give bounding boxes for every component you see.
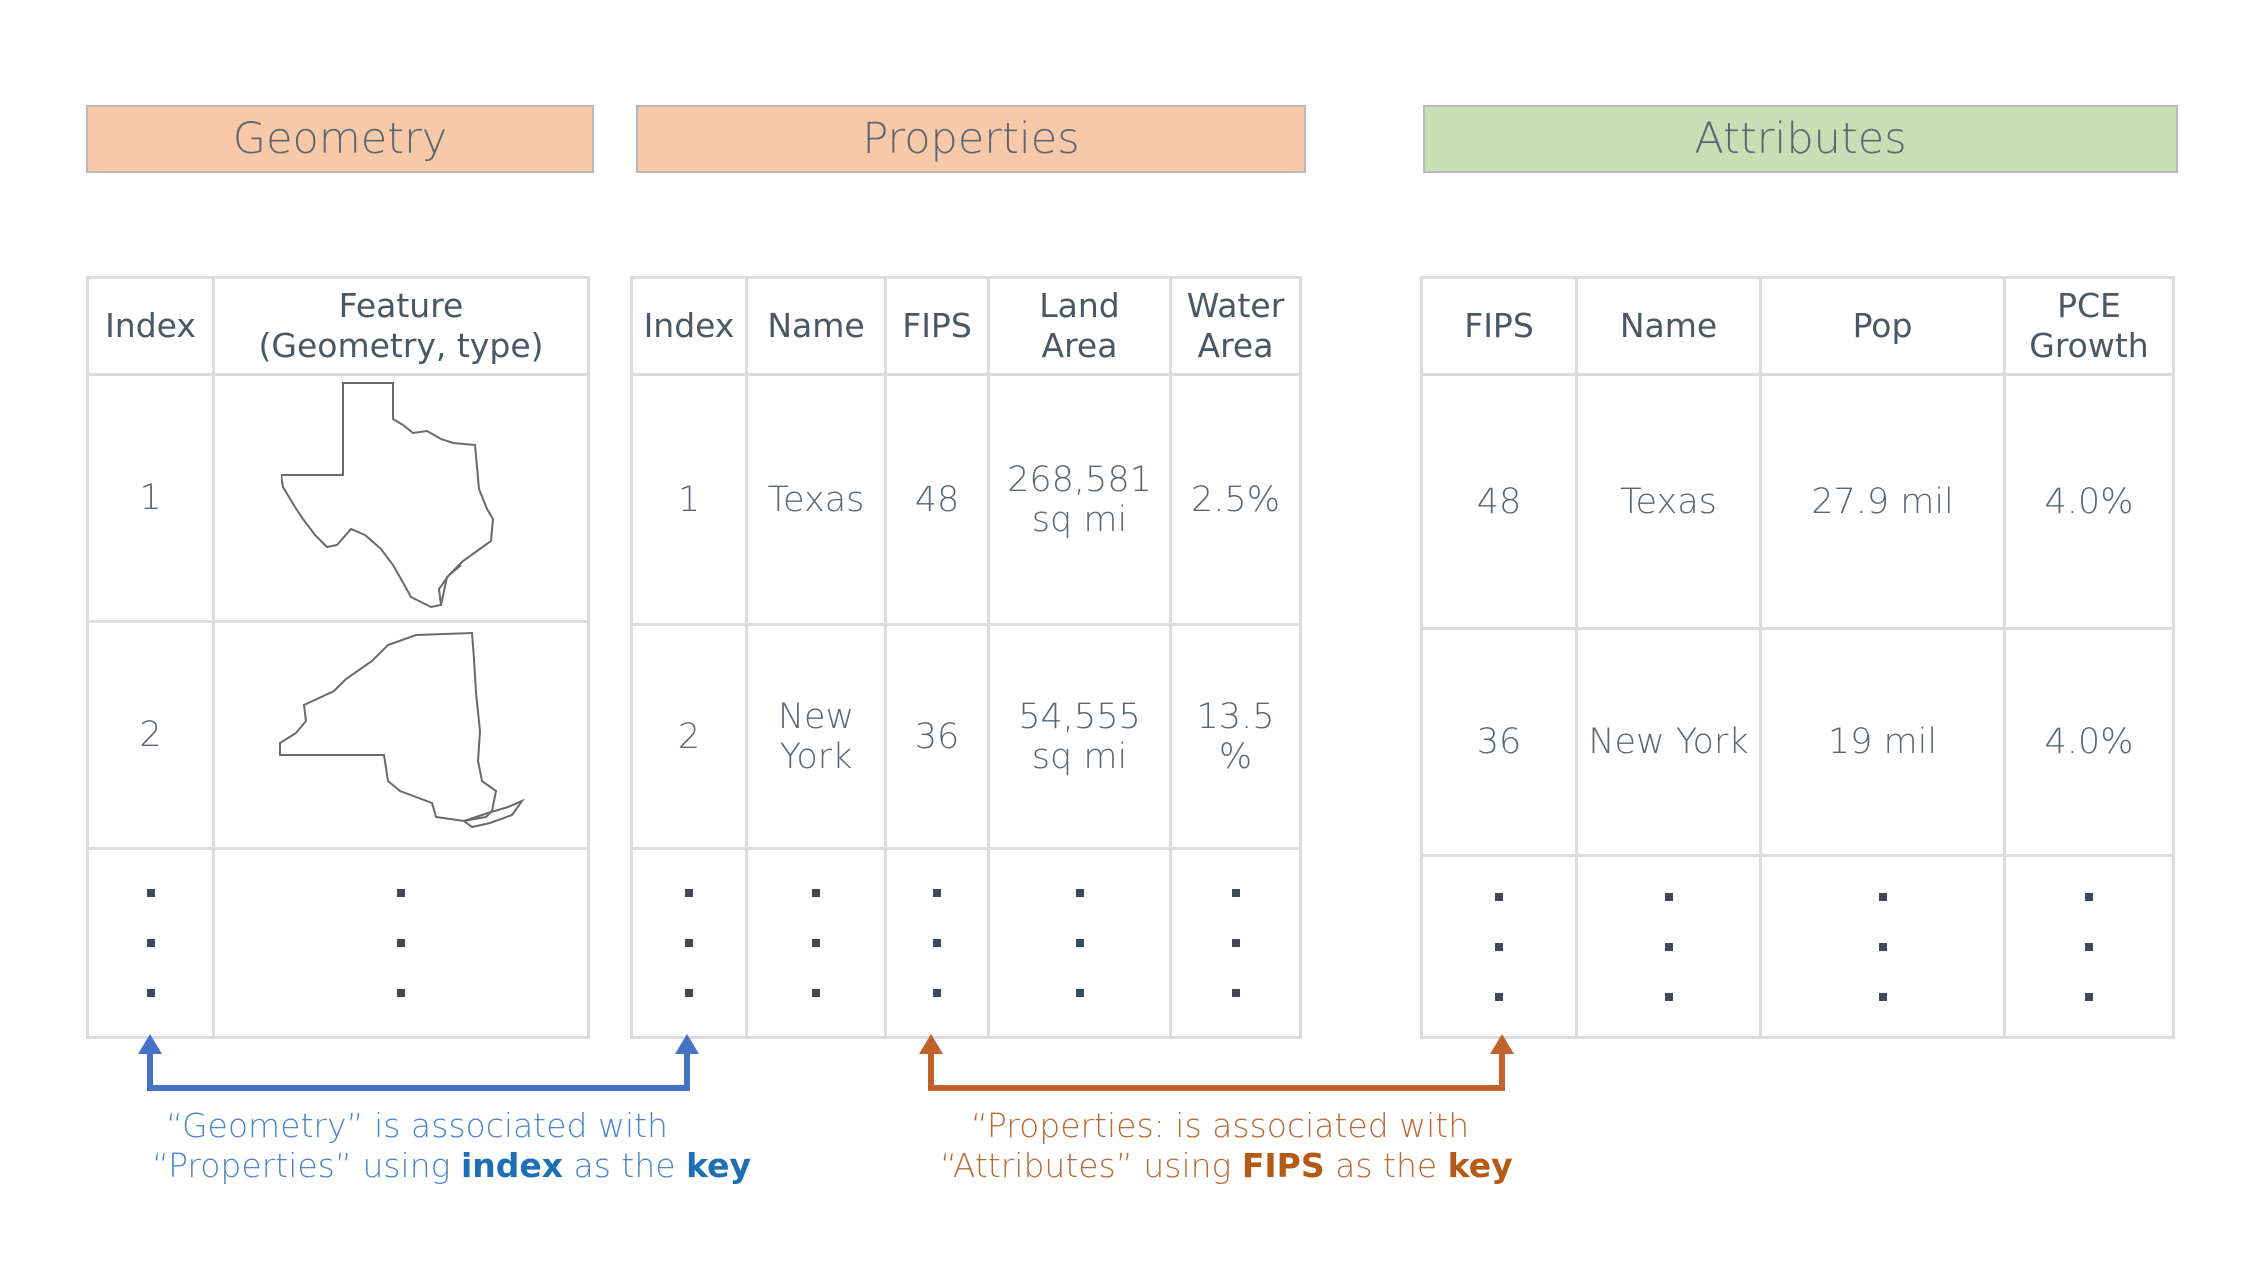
column-header-water-area: Water Area <box>1169 276 1302 376</box>
table-row: 1 Texas 48 268,581 sq mi 2.5% <box>630 373 1302 626</box>
key-term-fips: FIPS <box>1241 1146 1325 1185</box>
column-header-name: Name <box>745 276 887 376</box>
geometry-table: Index Feature (Geometry, type) 1 2 <box>86 276 590 1039</box>
attributes-header: Attributes <box>1423 105 2178 173</box>
ellipsis-cell <box>1169 847 1302 1039</box>
cell: New York <box>1575 627 1762 857</box>
ellipsis-cell <box>2003 854 2175 1039</box>
new-york-shape-cell <box>212 620 590 850</box>
key-term-key: key <box>1447 1146 1513 1185</box>
column-header-fips: FIPS <box>1420 276 1578 376</box>
cell: 19 mil <box>1759 627 2006 857</box>
caption-line: “Properties” using index as the key <box>152 1146 752 1185</box>
geometry-header: Geometry <box>86 105 594 173</box>
cell: 4.0% <box>2003 373 2175 630</box>
properties-table: Index Name FIPS Land Area Water Area 1 T… <box>630 276 1302 1039</box>
key-term-key: key <box>686 1146 752 1185</box>
ellipsis-cell <box>630 847 748 1039</box>
ellipsis-cell <box>745 847 887 1039</box>
cell: 2 <box>630 623 748 850</box>
column-header-pop: Pop <box>1759 276 2006 376</box>
key-term-index: index <box>460 1146 564 1185</box>
cell: New York <box>745 623 887 850</box>
caption-line: “Geometry” is associated with <box>166 1106 668 1145</box>
cell: 2.5% <box>1169 373 1302 626</box>
ellipsis-cell <box>212 847 590 1039</box>
table-row-ellipsis <box>630 847 1302 1039</box>
ellipsis-cell <box>884 847 990 1039</box>
table-row: 36 New York 19 mil 4.0% <box>1420 627 2175 857</box>
texas-outline-icon <box>279 381 495 608</box>
cell: 1 <box>630 373 748 626</box>
properties-header: Properties <box>636 105 1306 173</box>
index-key-arrow <box>147 1050 690 1091</box>
cell: 48 <box>1420 373 1578 630</box>
column-header-name: Name <box>1575 276 1762 376</box>
table-row-ellipsis <box>86 847 590 1039</box>
cell: 13.5 % <box>1169 623 1302 850</box>
table-row-ellipsis <box>1420 854 2175 1039</box>
column-header-land-area: Land Area <box>987 276 1172 376</box>
fips-key-arrow <box>928 1050 1505 1091</box>
cell: 4.0% <box>2003 627 2175 857</box>
column-header-index: Index <box>86 276 215 376</box>
cell: 268,581 sq mi <box>987 373 1172 626</box>
arrowhead-up-icon <box>675 1034 699 1054</box>
attributes-table: FIPS Name Pop PCE Growth 48 Texas 27.9 m… <box>1420 276 2175 1039</box>
cell: Texas <box>1575 373 1762 630</box>
ellipsis-cell <box>1420 854 1578 1039</box>
ellipsis-cell <box>1759 854 2006 1039</box>
index-key-caption: “Geometry” is associated with “Propertie… <box>152 1106 752 1186</box>
table-row: 2 New York 36 54,555 sq mi 13.5 % <box>630 623 1302 850</box>
index-cell: 2 <box>86 620 215 850</box>
new-york-outline-icon <box>279 631 525 828</box>
table-row: 1 <box>86 373 590 623</box>
cell: 48 <box>884 373 990 626</box>
fips-key-caption: “Properties: is associated with “Attribu… <box>940 1106 1513 1186</box>
texas-shape-cell <box>212 373 590 623</box>
cell: 27.9 mil <box>1759 373 2006 630</box>
ellipsis-cell <box>1575 854 1762 1039</box>
column-header-feature: Feature (Geometry, type) <box>212 276 590 376</box>
table-row: 48 Texas 27.9 mil 4.0% <box>1420 373 2175 630</box>
column-header-index: Index <box>630 276 748 376</box>
ellipsis-cell <box>987 847 1172 1039</box>
arrowhead-up-icon <box>919 1034 943 1054</box>
arrowhead-up-icon <box>1490 1034 1514 1054</box>
caption-line: “Properties: is associated with <box>970 1106 1470 1145</box>
index-cell: 1 <box>86 373 215 623</box>
table-row: 2 <box>86 620 590 850</box>
column-header-fips: FIPS <box>884 276 990 376</box>
cell: 36 <box>884 623 990 850</box>
caption-line: “Attributes” using FIPS as the key <box>940 1146 1513 1185</box>
cell: Texas <box>745 373 887 626</box>
cell: 54,555 sq mi <box>987 623 1172 850</box>
cell: 36 <box>1420 627 1578 857</box>
arrowhead-up-icon <box>138 1034 162 1054</box>
column-header-pce-growth: PCE Growth <box>2003 276 2175 376</box>
